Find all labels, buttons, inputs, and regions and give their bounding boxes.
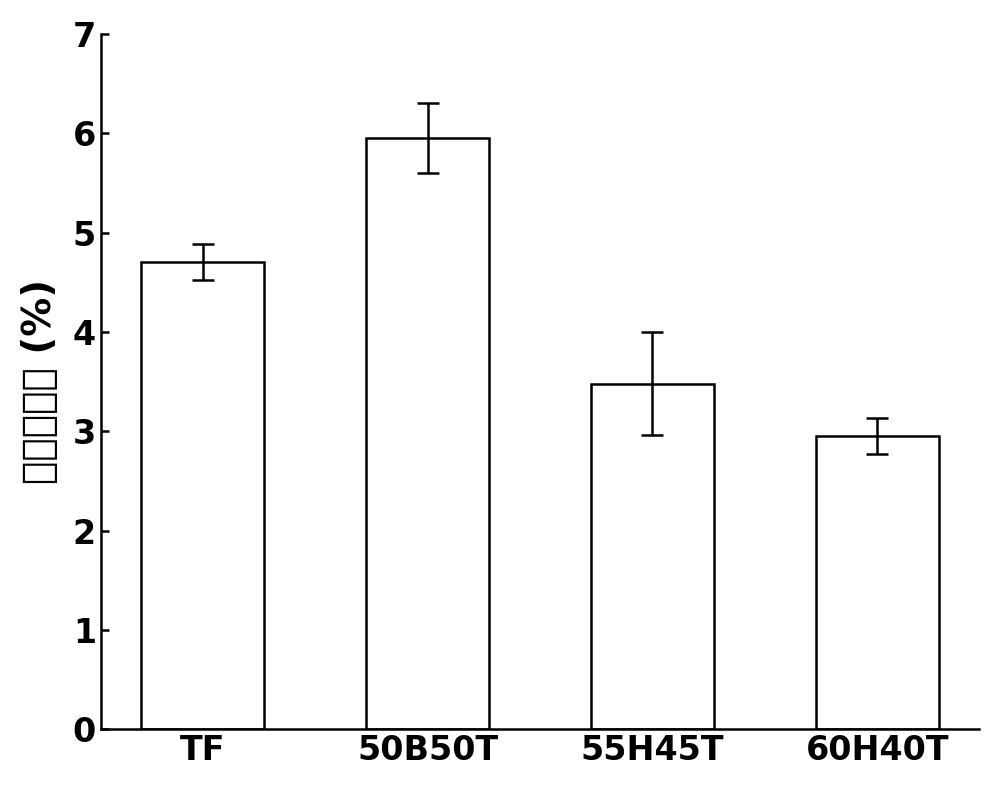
Y-axis label: 聚合收缩率 (%): 聚合收缩率 (%) xyxy=(21,279,59,484)
Bar xyxy=(366,138,489,730)
Bar xyxy=(816,437,939,730)
Bar xyxy=(591,384,714,730)
Bar xyxy=(141,262,264,730)
